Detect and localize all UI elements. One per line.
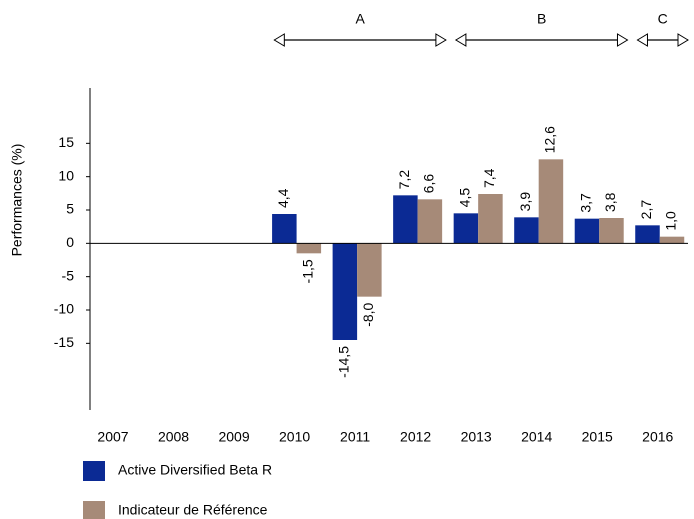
y-tick-label: 15 xyxy=(58,134,74,150)
y-tick-label: -5 xyxy=(62,267,75,283)
value-label: 4,4 xyxy=(275,188,291,208)
bar xyxy=(296,243,322,254)
bar xyxy=(659,236,685,244)
bar xyxy=(478,194,503,244)
value-label: 2,7 xyxy=(638,200,654,220)
legend-label: Indicateur de Référence xyxy=(118,502,268,518)
bar xyxy=(574,218,600,244)
bar xyxy=(538,159,564,244)
bar xyxy=(357,243,382,297)
period-label: B xyxy=(537,11,546,27)
value-label: 6,6 xyxy=(421,174,437,194)
arrow-head xyxy=(435,33,447,47)
bar xyxy=(514,217,539,244)
bar xyxy=(332,243,358,340)
y-tick-label: -15 xyxy=(54,334,74,350)
bar xyxy=(272,214,297,244)
value-label: 3,7 xyxy=(578,193,594,213)
bar xyxy=(453,213,479,244)
period-label: C xyxy=(658,11,668,27)
arrow-head xyxy=(454,33,467,47)
y-axis-label: Performances (%) xyxy=(9,144,25,257)
x-tick-label: 2010 xyxy=(279,429,310,445)
bar xyxy=(635,225,660,244)
value-label: -8,0 xyxy=(360,302,376,326)
arrow-head xyxy=(273,33,285,47)
y-tick-label: 10 xyxy=(58,167,74,183)
x-tick-label: 2011 xyxy=(340,429,370,445)
value-label: 7,4 xyxy=(481,168,497,188)
x-tick-label: 2012 xyxy=(400,429,431,445)
bar xyxy=(393,195,418,244)
x-tick-label: 2016 xyxy=(642,429,673,445)
x-tick-label: 2015 xyxy=(582,429,613,445)
x-tick-label: 2008 xyxy=(158,429,189,445)
y-tick-label: 5 xyxy=(66,201,74,217)
value-label: 7,2 xyxy=(396,170,412,190)
arrow-head xyxy=(616,33,629,47)
x-tick-label: 2013 xyxy=(461,429,492,445)
bar xyxy=(417,199,443,244)
arrow-head xyxy=(677,33,689,47)
x-tick-label: 2014 xyxy=(521,429,552,445)
bar xyxy=(599,218,624,244)
period-label: A xyxy=(355,11,365,27)
value-label: -1,5 xyxy=(300,259,316,283)
legend-label: Active Diversified Beta R xyxy=(118,462,272,478)
value-label: 4,5 xyxy=(457,188,473,208)
y-tick-label: 0 xyxy=(66,234,74,250)
y-tick-label: -10 xyxy=(54,301,74,317)
value-label: 3,8 xyxy=(602,192,618,212)
x-tick-label: 2007 xyxy=(97,429,128,445)
value-label: 12,6 xyxy=(542,126,558,153)
arrow-head xyxy=(636,33,648,47)
value-label: 3,9 xyxy=(517,192,533,212)
value-label: -14,5 xyxy=(336,346,352,378)
legend-swatch xyxy=(83,501,105,519)
value-label: 1,0 xyxy=(663,211,679,231)
legend-swatch xyxy=(83,461,105,481)
x-tick-label: 2009 xyxy=(218,429,249,445)
